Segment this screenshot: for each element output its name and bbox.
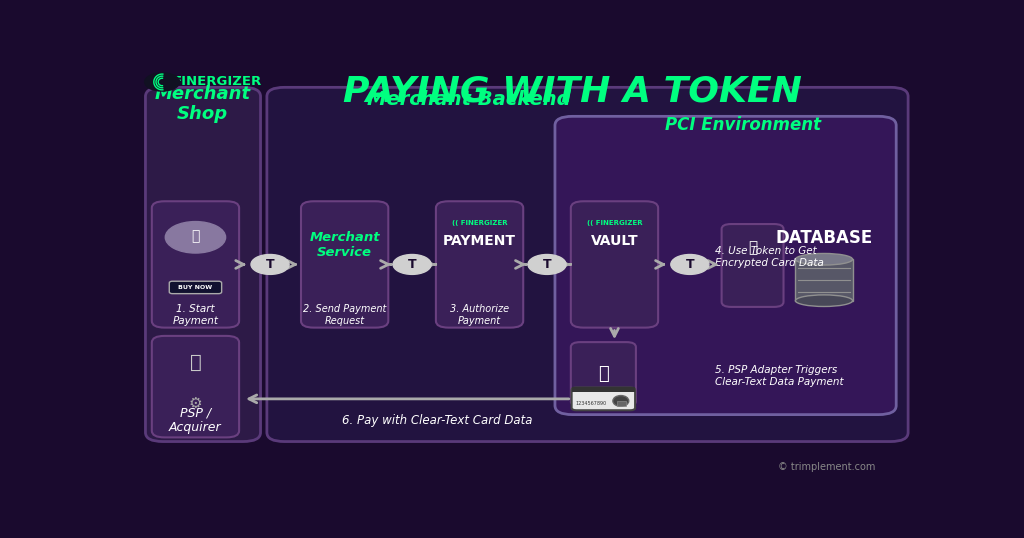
Text: ⚙: ⚙	[188, 395, 203, 410]
Text: 5. PSP Adapter Triggers
Clear-Text Data Payment: 5. PSP Adapter Triggers Clear-Text Data …	[715, 365, 844, 387]
Circle shape	[671, 254, 709, 274]
FancyBboxPatch shape	[301, 201, 388, 328]
Text: VAULT: VAULT	[591, 233, 638, 247]
Text: T: T	[266, 258, 274, 271]
Text: 4. Use Token to Get
Encrypted Card Data: 4. Use Token to Get Encrypted Card Data	[715, 246, 824, 268]
Text: T: T	[408, 258, 417, 271]
Text: PSP /
Acquirer: PSP / Acquirer	[169, 406, 222, 434]
Ellipse shape	[796, 253, 853, 265]
Text: 1234567890: 1234567890	[575, 401, 607, 406]
FancyBboxPatch shape	[145, 87, 260, 442]
FancyBboxPatch shape	[722, 224, 783, 307]
Bar	[796, 259, 853, 301]
Ellipse shape	[796, 295, 853, 307]
Text: DATABASE: DATABASE	[775, 229, 872, 247]
FancyBboxPatch shape	[436, 201, 523, 328]
FancyBboxPatch shape	[152, 201, 240, 328]
FancyBboxPatch shape	[571, 387, 635, 410]
Text: FINERGIZER: FINERGIZER	[173, 75, 262, 88]
Text: 6. Pay with Clear-Text Card Data: 6. Pay with Clear-Text Card Data	[342, 414, 532, 427]
Text: PCI Environment: PCI Environment	[665, 116, 821, 133]
Text: PAYING WITH A TOKEN: PAYING WITH A TOKEN	[343, 75, 802, 109]
Text: 1. Start
Payment: 1. Start Payment	[172, 304, 218, 325]
Circle shape	[144, 73, 179, 91]
FancyBboxPatch shape	[169, 281, 221, 294]
Text: 2. Send Payment
Request: 2. Send Payment Request	[303, 304, 386, 325]
FancyBboxPatch shape	[570, 201, 658, 328]
Bar	[571, 387, 635, 392]
Text: BUY NOW: BUY NOW	[178, 285, 213, 290]
Text: 🔌: 🔌	[598, 365, 608, 383]
Text: © trimplement.com: © trimplement.com	[777, 462, 876, 472]
Ellipse shape	[613, 395, 629, 406]
Text: T: T	[543, 258, 551, 271]
Circle shape	[251, 254, 289, 274]
Text: Merchant Backend: Merchant Backend	[368, 90, 571, 109]
Text: Merchant
Shop: Merchant Shop	[155, 84, 251, 123]
Text: (( FINERGIZER: (( FINERGIZER	[452, 220, 507, 226]
FancyBboxPatch shape	[570, 342, 636, 406]
Text: 3. Authorize
Payment: 3. Authorize Payment	[450, 304, 509, 325]
Text: (( FINERGIZER: (( FINERGIZER	[587, 220, 642, 226]
Text: 💾: 💾	[748, 240, 757, 255]
FancyBboxPatch shape	[152, 336, 240, 437]
Text: T: T	[685, 258, 694, 271]
Bar	[616, 400, 627, 406]
Circle shape	[393, 254, 431, 274]
FancyBboxPatch shape	[267, 87, 908, 442]
Circle shape	[528, 254, 566, 274]
Text: 🛒: 🛒	[191, 230, 200, 244]
Circle shape	[165, 222, 225, 253]
FancyBboxPatch shape	[555, 116, 896, 415]
Text: Merchant
Service: Merchant Service	[309, 231, 380, 259]
Text: 🏛: 🏛	[189, 352, 202, 372]
Text: PAYMENT: PAYMENT	[443, 233, 516, 247]
